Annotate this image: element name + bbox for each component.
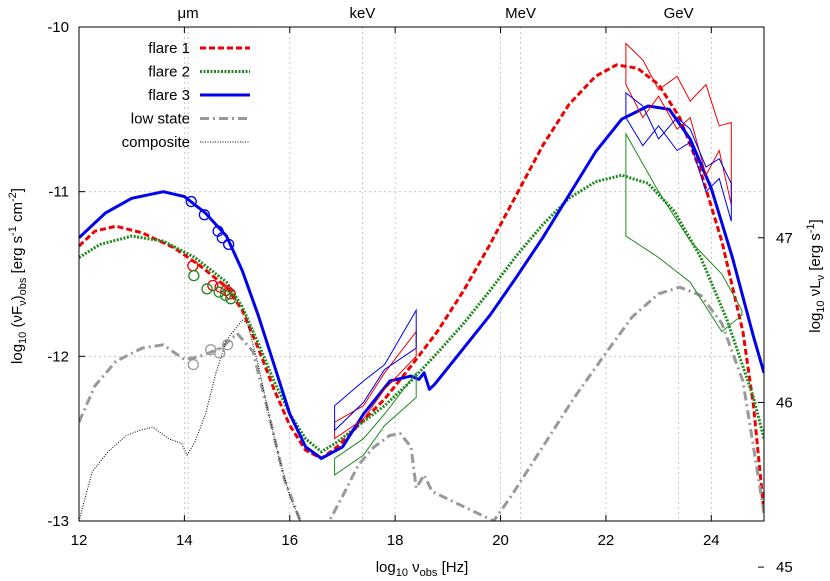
x-tick-label: 16 (281, 532, 298, 549)
y-axis-label-right: log10 νLν [erg s-1] (805, 219, 827, 332)
band-label-MeV: MeV (505, 5, 536, 22)
x-tick-label: 20 (492, 532, 509, 549)
bowtie-flare-2-5 (625, 132, 743, 333)
legend-label-composite: composite (122, 134, 190, 151)
series-line-flare-1 (79, 63, 764, 513)
x-tick-label: 18 (387, 532, 404, 549)
legend-label-flare-1: flare 1 (148, 40, 190, 57)
axis-ticks: 12 14 16 18 20 22 24 -13 -12 -11 -10 45 46 47 (47, 19, 792, 576)
plot-frame (78, 26, 765, 522)
y-tick-label: -11 (48, 184, 69, 201)
band-label-keV: keV (350, 5, 376, 22)
bowtie-flare-3-4 (625, 91, 732, 222)
series-line-flare-3 (79, 104, 764, 460)
band-label-GeV: GeV (664, 5, 694, 22)
grid-lines (79, 27, 764, 521)
bowtie-flare-1-0 (334, 330, 417, 440)
data-point-low-state (214, 347, 226, 359)
series-layer (79, 63, 764, 521)
data-point-low-state (187, 358, 199, 371)
data-point-flare-2 (188, 269, 200, 282)
legend: flare 1 flare 2 flare 3 low state composite (122, 40, 250, 151)
legend-label-flare-2: flare 2 (148, 64, 190, 81)
bowtie-flare-3-1 (334, 308, 417, 432)
legend-label-low-state: low state (131, 111, 190, 128)
band-markers: μm keV MeV GeV (178, 5, 694, 521)
band-label-μm: μm (178, 5, 199, 22)
data-point-flare-2 (213, 286, 225, 298)
y-axis-label-left: log10 (νFν)obs [erg s-1 cm-2] (7, 188, 29, 364)
data-point-flare-1 (207, 279, 219, 292)
data-point-flare-3 (222, 238, 235, 251)
y2-tick-label: 46 (776, 394, 793, 411)
y-tick-label: -12 (47, 348, 69, 365)
x-tick-label: 14 (176, 532, 193, 549)
x-axis-label: log10 νobs [Hz] (376, 559, 469, 579)
data-point-flare-2 (201, 283, 213, 295)
bowtie-flare-2-2 (334, 371, 417, 476)
data-point-flare-3 (185, 195, 197, 208)
data-point-flare-1 (224, 288, 236, 300)
x-tick-label: 24 (703, 532, 720, 549)
data-point-flare-3 (216, 232, 228, 244)
y-tick-label: -13 (47, 513, 69, 530)
data-point-flare-2 (225, 293, 237, 305)
data-point-flare-1 (214, 281, 226, 293)
data-points-layer (185, 195, 237, 371)
y2-tick-label: 45 (776, 559, 793, 576)
series-line-composite (79, 319, 301, 521)
bowtie-layer (334, 42, 743, 476)
x-tick-label: 22 (598, 532, 615, 549)
x-tick-label: 12 (71, 532, 88, 549)
series-line-flare-2 (79, 173, 764, 454)
data-point-flare-3 (198, 209, 211, 221)
y2-tick-label: 47 (776, 230, 793, 247)
y-tick-label: -10 (47, 19, 69, 36)
legend-label-flare-3: flare 3 (148, 87, 190, 104)
data-point-low-state (221, 339, 234, 351)
